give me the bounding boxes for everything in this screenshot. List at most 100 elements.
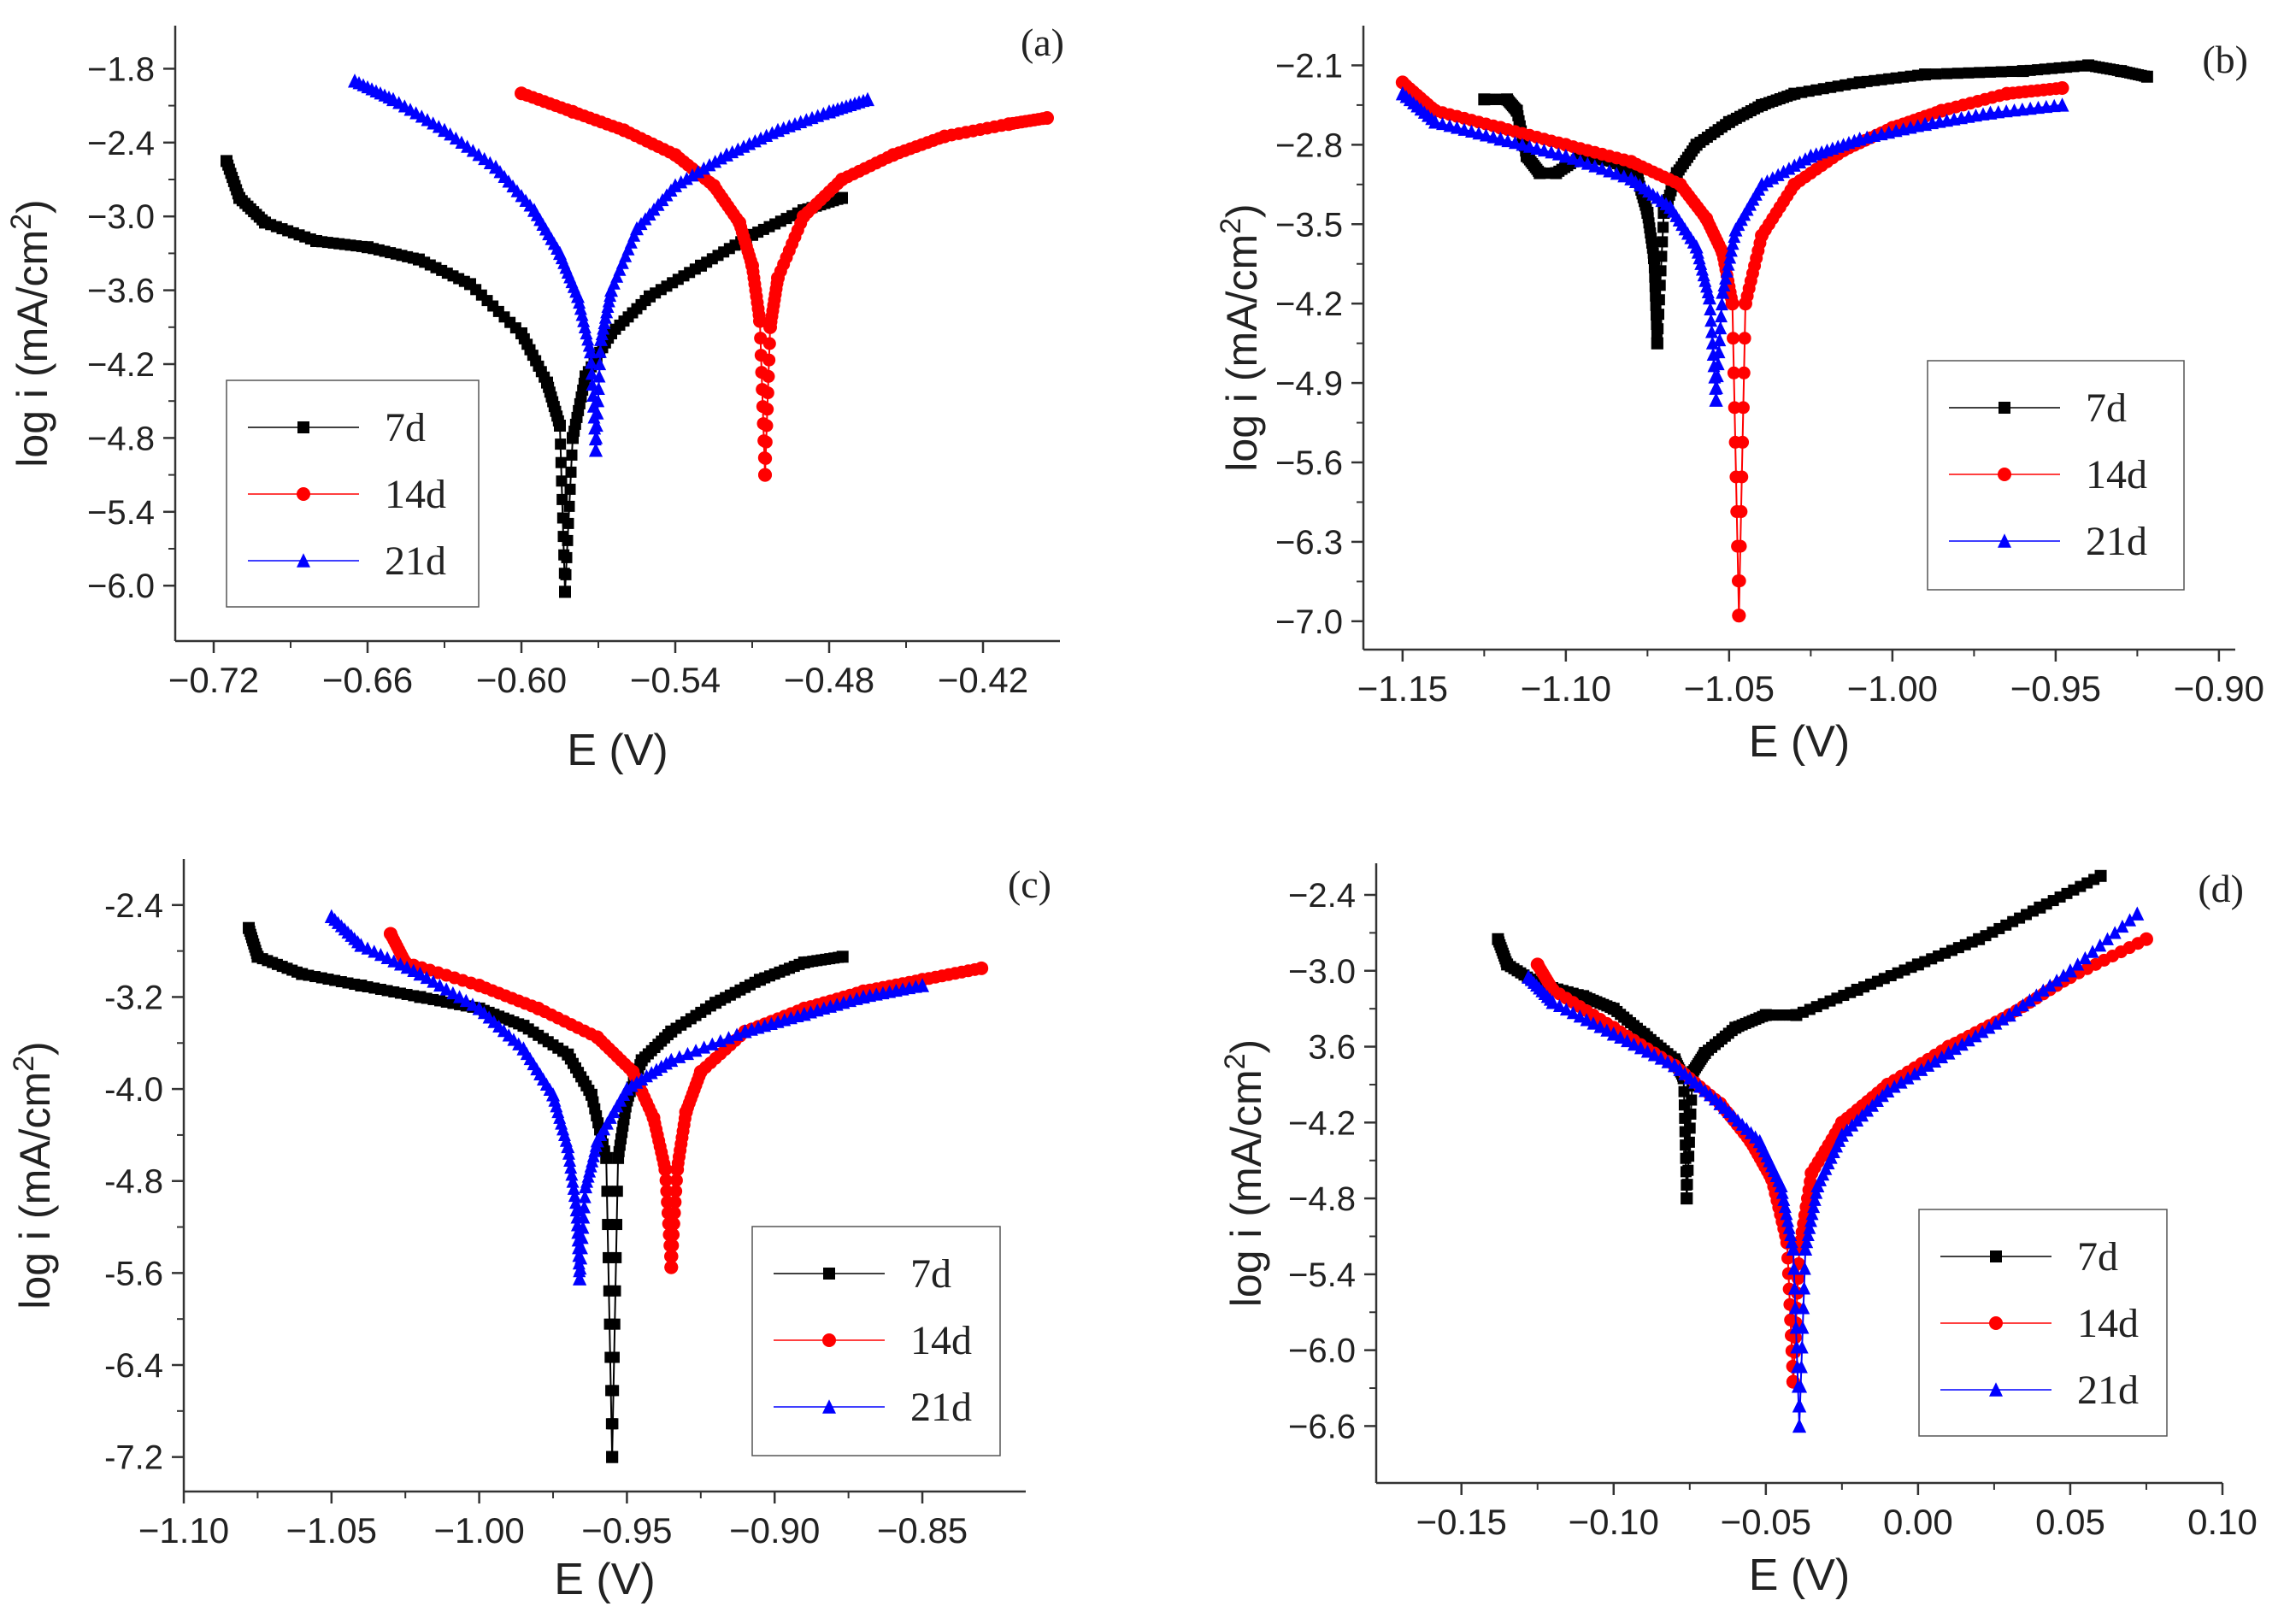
data-point-21d: [2086, 944, 2099, 958]
data-point-21d: [1710, 380, 1723, 395]
data-point-14d: [1734, 505, 1748, 519]
data-point-14d: [669, 1185, 683, 1198]
data-point-14d: [590, 1030, 604, 1044]
data-point-14d: [2055, 81, 2069, 95]
legend-label-21d: 21d: [2086, 519, 2147, 564]
data-point-7d: [562, 534, 574, 546]
data-point-14d: [515, 86, 528, 101]
data-point-7d: [541, 376, 553, 389]
data-point-7d: [1501, 93, 1514, 106]
data-point-21d: [1522, 969, 1536, 984]
data-point-14d: [1787, 177, 1802, 191]
data-point-14d: [761, 403, 774, 416]
x-tick-label: −0.95: [2010, 668, 2101, 709]
data-point-21d: [1794, 1360, 1808, 1374]
data-point-21d: [427, 974, 440, 988]
data-point-14d: [665, 1250, 679, 1263]
data-point-21d: [1804, 1214, 1817, 1227]
x-tick-label: −0.85: [877, 1510, 968, 1550]
data-point-7d: [1478, 93, 1491, 106]
data-point-21d: [592, 369, 606, 383]
data-point-21d: [387, 954, 401, 968]
data-point-7d: [564, 483, 576, 495]
data-point-21d: [1530, 141, 1544, 155]
data-point-14d: [1699, 211, 1714, 226]
data-point-21d: [571, 289, 585, 303]
data-point-14d: [626, 1064, 640, 1079]
data-point-21d: [592, 381, 605, 395]
data-point-21d: [1955, 1037, 1969, 1051]
data-point-21d: [621, 242, 635, 256]
data-point-14d: [1736, 435, 1750, 449]
data-point-21d: [453, 990, 467, 1003]
y-tick-label: -5.6: [104, 1255, 163, 1292]
data-point-21d: [1593, 1020, 1607, 1033]
data-point-21d: [1715, 297, 1728, 311]
data-point-21d: [1894, 1075, 1908, 1089]
data-point-7d: [1686, 1094, 1698, 1106]
data-point-14d: [762, 353, 776, 367]
data-point-21d: [797, 1006, 811, 1021]
data-point-21d: [2108, 926, 2122, 939]
data-point-21d: [2036, 983, 2050, 997]
data-point-21d: [1606, 1027, 1621, 1041]
data-point-21d: [590, 418, 603, 432]
y-tick-label: −5.6: [1275, 444, 1343, 482]
data-point-7d: [1963, 67, 1975, 79]
series-21d: [1395, 85, 2069, 407]
data-point-21d: [1545, 145, 1558, 159]
data-point-21d: [348, 74, 362, 88]
x-tick-label: −0.90: [2174, 668, 2264, 709]
data-point-21d: [1600, 1023, 1614, 1037]
data-point-14d: [753, 314, 767, 328]
data-point-7d: [1655, 265, 1667, 277]
legend-marker-21d: [1998, 533, 2011, 548]
data-point-21d: [374, 947, 387, 962]
legend-marker-21d: [297, 553, 310, 568]
data-point-14d: [669, 1174, 683, 1187]
data-point-21d: [584, 344, 597, 359]
data-point-7d: [1973, 933, 1986, 945]
data-point-21d: [459, 993, 473, 1008]
x-axis-label: E (V): [1749, 717, 1850, 767]
legend-marker-7d: [297, 421, 309, 433]
data-point-21d: [1595, 162, 1609, 175]
data-point-21d: [1810, 1186, 1823, 1199]
data-point-21d: [568, 1188, 581, 1203]
data-point-21d: [1901, 1071, 1915, 1085]
data-point-7d: [243, 921, 256, 934]
chart-panel-1: −0.72 −0.66 −0.60 −0.54 −0.48 −0.42 −6.0 −5.4 −4…: [5, 21, 1064, 775]
data-point-21d: [1722, 257, 1735, 271]
y-tick-label: −7.0: [1275, 603, 1343, 641]
data-point-14d: [759, 435, 773, 449]
legend-marker-14d: [1998, 468, 2011, 481]
series-7d: [221, 155, 848, 598]
data-point-21d: [624, 235, 638, 249]
data-point-21d: [703, 158, 716, 172]
data-point-21d: [1717, 278, 1731, 291]
series-line-7d: [248, 927, 614, 1457]
data-point-21d: [1479, 128, 1492, 142]
data-point-21d: [1787, 1281, 1801, 1295]
data-point-21d: [1634, 1041, 1647, 1055]
y-tick-label: −2.1: [1275, 47, 1343, 85]
y-tick-label: −4.8: [87, 420, 155, 457]
series-14d: [383, 927, 989, 1274]
data-point-21d: [1709, 392, 1723, 407]
data-point-7d: [1521, 150, 1533, 162]
series-7d: [1478, 59, 2153, 350]
data-point-7d: [1995, 66, 2007, 78]
x-tick-label: −0.10: [1569, 1502, 1659, 1542]
data-point-14d: [679, 1105, 693, 1119]
data-point-14d: [1558, 138, 1573, 152]
data-point-21d: [1975, 1025, 1989, 1039]
data-point-21d: [569, 1195, 583, 1209]
data-point-14d: [472, 979, 486, 992]
data-point-14d: [974, 961, 989, 975]
data-point-21d: [575, 1231, 589, 1244]
data-point-14d: [760, 419, 774, 432]
data-point-21d: [1443, 119, 1457, 132]
y-axis-label: log i (mA/cm2): [1215, 203, 1266, 471]
data-point-7d: [1657, 221, 1669, 233]
data-point-21d: [1908, 1067, 1922, 1080]
